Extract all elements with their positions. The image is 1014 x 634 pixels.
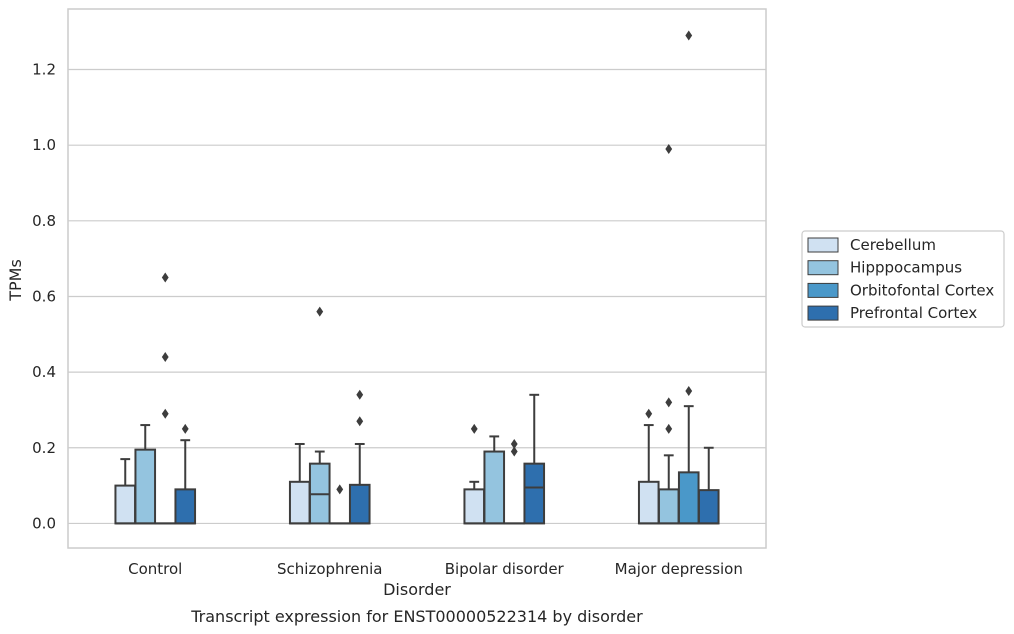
box-body <box>697 489 720 525</box>
box-cerebellum <box>114 458 137 525</box>
box-body <box>637 480 660 525</box>
box-body <box>348 483 371 525</box>
chart-caption: Transcript expression for ENST0000052231… <box>190 607 643 626</box>
box-body <box>483 450 506 525</box>
legend-swatch <box>807 260 839 276</box>
x-tick-label: Bipolar disorder <box>445 560 565 578</box>
outlier-point <box>665 423 673 434</box>
box-body <box>174 488 197 525</box>
box-orbitofontal-cortex <box>154 272 177 525</box>
y-tick-label: 0.6 <box>32 287 56 305</box>
legend-label: Cerebellum <box>850 236 936 254</box>
outlier-point <box>665 397 673 408</box>
box-prefrontal-cortex <box>174 423 197 525</box>
legend-swatch <box>807 237 839 253</box>
outlier-point <box>510 438 518 449</box>
outlier-point <box>161 351 169 362</box>
box-orbitofontal-cortex <box>503 438 526 525</box>
y-tick-labels: 0.0 0.2 0.4 0.6 0.8 1.0 1.2 <box>32 61 56 533</box>
plot-frame <box>67 8 767 549</box>
box-hipppocampus <box>134 424 157 525</box>
outlier-point <box>356 416 364 427</box>
box-orbitofontal-cortex <box>328 484 351 525</box>
y-tick-label: 0.8 <box>32 212 56 230</box>
y-tick-label: 0.0 <box>32 514 56 532</box>
box-hipppocampus <box>308 306 331 525</box>
box-prefrontal-cortex <box>697 446 720 525</box>
outlier-point <box>470 423 478 434</box>
box-cerebellum <box>463 423 486 525</box>
box-body <box>114 484 137 525</box>
y-tick-label: 0.4 <box>32 363 56 381</box>
x-tick-label: Control <box>128 560 182 578</box>
x-axis-label: Disorder <box>383 580 451 599</box>
grid-lines <box>68 68 766 525</box>
box-prefrontal-cortex <box>348 389 371 525</box>
box-cerebellum <box>637 408 660 525</box>
box-orbitofontal-cortex <box>677 30 700 525</box>
outlier-point <box>356 389 364 400</box>
legend-label: Orbitofontal Cortex <box>850 281 994 299</box>
box-hipppocampus <box>483 435 506 525</box>
legend-swatch <box>807 282 839 298</box>
box-cerebellum <box>288 442 311 525</box>
box-body <box>677 471 700 525</box>
legend-frame <box>801 230 1005 328</box>
y-tick-label: 1.0 <box>32 136 56 154</box>
legend-label: Prefrontal Cortex <box>850 304 977 322</box>
box-layer <box>114 30 720 525</box>
box-body <box>657 488 680 525</box>
x-tick-label: Schizophrenia <box>277 560 382 578</box>
legend-swatch <box>807 305 839 321</box>
outlier-point <box>510 446 518 457</box>
outlier-point <box>665 143 673 154</box>
outlier-point <box>336 484 344 495</box>
box-body <box>463 488 486 525</box>
outlier-point <box>181 423 189 434</box>
y-axis-label: TPMs <box>6 259 25 302</box>
legend-label: Hipppocampus <box>850 259 962 277</box>
outlier-point <box>316 306 324 317</box>
box-hipppocampus <box>657 143 680 525</box>
legend: Cerebellum Hipppocampus Orbitofontal Corte… <box>801 230 1005 328</box>
outlier-point <box>685 30 693 41</box>
box-body <box>134 448 157 525</box>
box-body <box>288 480 311 525</box>
box-prefrontal-cortex <box>523 393 546 525</box>
x-tick-labels: Control Schizophrenia Bipolar disorder Majo… <box>128 560 743 578</box>
outlier-point <box>645 408 653 419</box>
outlier-point <box>685 386 693 397</box>
box-body <box>523 462 546 525</box>
y-tick-label: 1.2 <box>32 61 56 79</box>
y-tick-label: 0.2 <box>32 439 56 457</box>
outlier-point <box>161 408 169 419</box>
outlier-point <box>161 272 169 283</box>
x-tick-label: Major depression <box>615 560 743 578</box>
